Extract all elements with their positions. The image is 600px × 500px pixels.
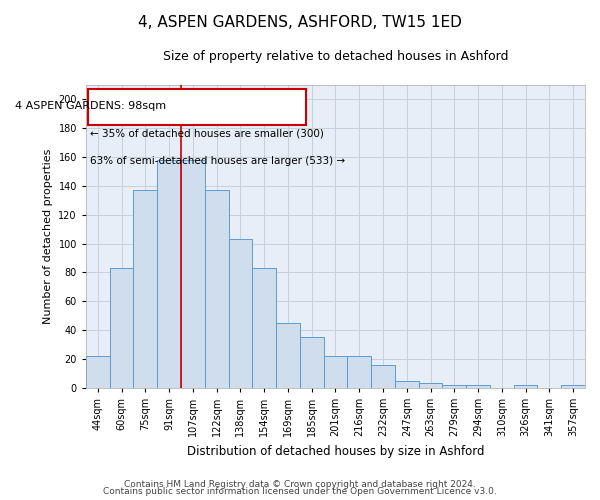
Text: 4 ASPEN GARDENS: 98sqm: 4 ASPEN GARDENS: 98sqm (16, 102, 166, 112)
Bar (229, 240, 252, 388)
Bar (347, 356, 371, 388)
Text: Contains public sector information licensed under the Open Government Licence v3: Contains public sector information licen… (103, 487, 497, 496)
Bar (371, 364, 395, 388)
X-axis label: Distribution of detached houses by size in Ashford: Distribution of detached houses by size … (187, 444, 484, 458)
Bar (323, 356, 347, 388)
Bar (110, 268, 133, 388)
Bar (395, 380, 419, 388)
Bar (133, 190, 157, 388)
FancyBboxPatch shape (88, 90, 305, 126)
Bar (276, 323, 300, 388)
Bar (181, 160, 205, 388)
Title: Size of property relative to detached houses in Ashford: Size of property relative to detached ho… (163, 50, 508, 63)
Bar (205, 190, 229, 388)
Bar (561, 385, 585, 388)
Bar (300, 338, 323, 388)
Text: 63% of semi-detached houses are larger (533) →: 63% of semi-detached houses are larger (… (90, 156, 345, 166)
Text: Contains HM Land Registry data © Crown copyright and database right 2024.: Contains HM Land Registry data © Crown c… (124, 480, 476, 489)
Bar (466, 385, 490, 388)
Y-axis label: Number of detached properties: Number of detached properties (43, 148, 53, 324)
Bar (157, 160, 181, 388)
Text: ← 35% of detached houses are smaller (300): ← 35% of detached houses are smaller (30… (90, 128, 324, 138)
Bar (252, 268, 276, 388)
Bar (419, 384, 442, 388)
Bar (86, 356, 110, 388)
Bar (442, 385, 466, 388)
Bar (514, 385, 538, 388)
Text: 4, ASPEN GARDENS, ASHFORD, TW15 1ED: 4, ASPEN GARDENS, ASHFORD, TW15 1ED (138, 15, 462, 30)
